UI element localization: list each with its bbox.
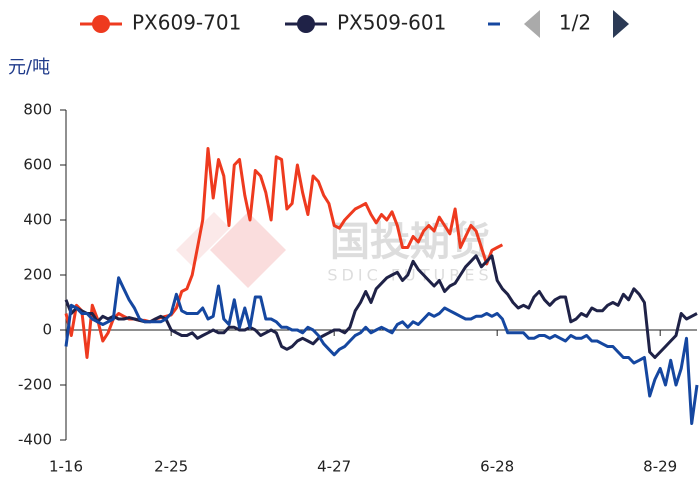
legend-next[interactable] bbox=[613, 10, 629, 38]
legend-prev[interactable] bbox=[524, 10, 540, 38]
legend: PX609-701 PX509-601 bbox=[80, 11, 518, 35]
series-line bbox=[64, 254, 698, 359]
series-line bbox=[64, 276, 699, 425]
legend-label: PX609-701 bbox=[132, 11, 241, 35]
y-tick-label: 400 bbox=[23, 211, 52, 229]
x-tick-label: 2-25 bbox=[154, 458, 188, 476]
y-tick-label: 600 bbox=[23, 156, 52, 174]
watermark-logo bbox=[176, 212, 230, 266]
watermark-logo bbox=[210, 212, 286, 288]
legend-marker bbox=[92, 15, 110, 33]
legend-marker bbox=[500, 15, 518, 33]
y-tick-label: -400 bbox=[18, 431, 52, 449]
y-tick-label: -200 bbox=[18, 376, 52, 394]
legend-label: PX509-601 bbox=[337, 11, 446, 35]
x-tick-label: 1-16 bbox=[49, 458, 83, 476]
y-tick-label: 800 bbox=[23, 101, 52, 119]
x-tick-label: 6-28 bbox=[480, 458, 514, 476]
legend-page: 1/2 bbox=[559, 11, 591, 35]
y-axis-label: 元/吨 bbox=[8, 57, 50, 78]
y-tick-label: 200 bbox=[23, 266, 52, 284]
x-tick-label: 8-29 bbox=[643, 458, 677, 476]
y-tick-label: 0 bbox=[42, 321, 52, 339]
legend-marker bbox=[297, 15, 315, 33]
x-tick-label: 4-27 bbox=[317, 458, 351, 476]
